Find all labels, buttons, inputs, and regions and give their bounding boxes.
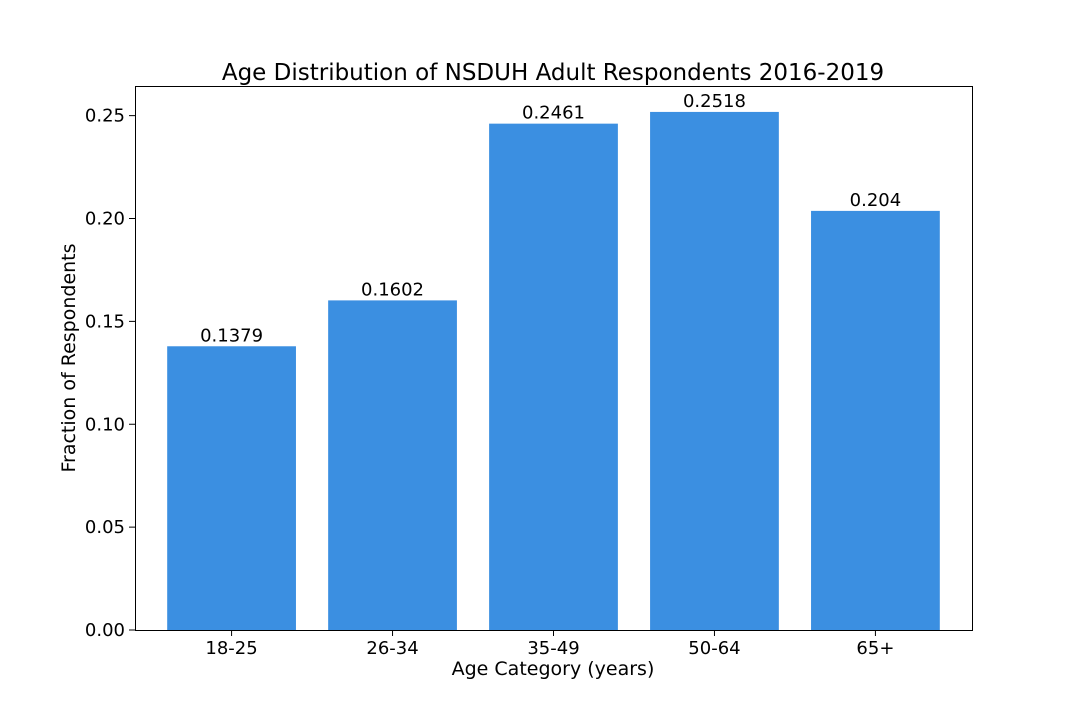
bar-value-label: 0.1602: [361, 279, 424, 300]
x-tick-label: 26-34: [366, 638, 418, 659]
y-tick-label: 0.10: [85, 414, 125, 435]
y-tick-label: 0.25: [85, 106, 125, 127]
y-axis-label: Fraction of Respondents: [58, 243, 80, 472]
bar-26-34: [328, 300, 457, 630]
y-axis: 0.00 0.05 0.10 0.15 0.20 0.25: [85, 106, 135, 641]
bar-65+: [811, 210, 940, 630]
x-tick-label: 50-64: [688, 638, 740, 659]
y-tick-label: 0.05: [85, 517, 125, 538]
x-tick-label: 65+: [856, 638, 894, 659]
x-tick-label: 18-25: [205, 638, 257, 659]
bar-18-25: [167, 346, 296, 630]
y-tick-label: 0.15: [85, 311, 125, 332]
bar-35-49: [489, 123, 618, 630]
y-tick-label: 0.20: [85, 209, 125, 230]
x-axis: 18-25 26-34 35-49 50-64 65+: [205, 630, 894, 659]
bar-value-label: 0.2518: [683, 91, 746, 112]
chart-title: Age Distribution of NSDUH Adult Responde…: [222, 60, 884, 86]
bar-50-64: [650, 111, 779, 630]
bar-value-label: 0.1379: [200, 325, 263, 346]
bars-group: [167, 111, 940, 630]
y-tick-label: 0.00: [85, 620, 125, 641]
bar-labels-group: 0.1379 0.1602 0.2461 0.2518 0.204: [200, 91, 901, 346]
x-axis-label: Age Category (years): [452, 658, 655, 680]
bar-value-label: 0.2461: [522, 103, 585, 124]
bar-value-label: 0.204: [850, 190, 902, 211]
x-tick-label: 35-49: [527, 638, 579, 659]
